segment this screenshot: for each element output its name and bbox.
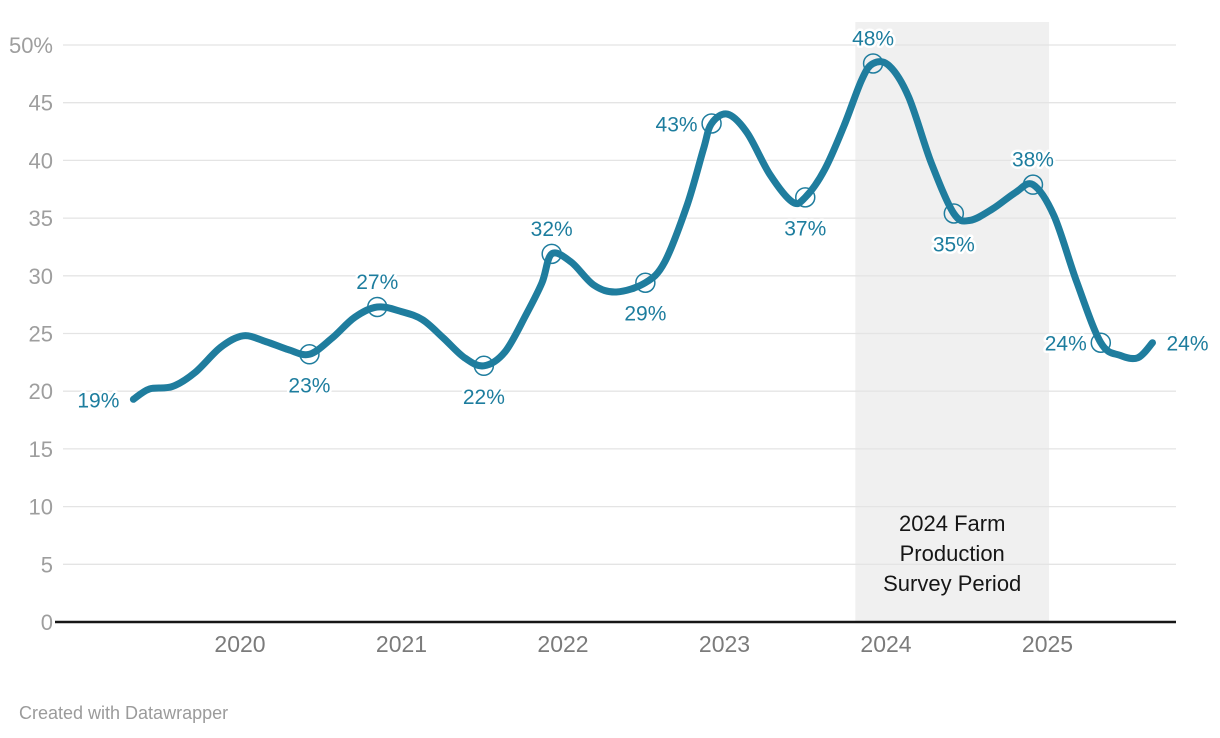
x-axis-tick-label: 2021 [376, 631, 427, 657]
y-axis-tick-label: 10 [29, 495, 53, 520]
data-point-marker [943, 203, 965, 224]
data-point-marker [795, 187, 816, 208]
data-point-label: 24% [1045, 333, 1087, 356]
y-axis-tick-label: 30 [29, 264, 53, 289]
data-point-label: 22% [463, 386, 505, 409]
y-axis-tick-label: 5 [41, 552, 53, 577]
band-annotation-line: Production [900, 541, 1005, 566]
x-axis-tick-label: 2023 [699, 631, 750, 657]
trend-line [129, 58, 1156, 403]
data-point-label: 23% [288, 374, 330, 397]
x-axis-tick-label: 2024 [860, 631, 911, 657]
credit-text: Created with Datawrapper [19, 703, 229, 723]
survey-period-band [855, 22, 1050, 621]
y-axis-tick-label: 25 [29, 322, 53, 347]
band-annotation-line: Survey Period [883, 571, 1021, 596]
y-axis-tick-label: 15 [29, 437, 53, 462]
x-axis-tick-label: 2020 [214, 631, 265, 657]
data-point-marker [367, 296, 388, 318]
data-point-marker [635, 272, 656, 293]
data-point-marker [701, 113, 722, 134]
data-point-label: 24% [1166, 333, 1208, 356]
data-point-marker [473, 355, 495, 377]
x-axis-tick-label: 2025 [1022, 631, 1073, 657]
y-axis-tick-label: 20 [29, 379, 53, 404]
data-point-label: 35% [933, 233, 975, 256]
y-axis-tick-label: 50% [9, 33, 53, 58]
data-point-label: 38% [1012, 149, 1054, 172]
y-axis-tick-label: 0 [41, 610, 53, 635]
data-point-label: 43% [656, 113, 698, 136]
data-point-marker [1090, 332, 1112, 353]
data-point-label: 37% [784, 217, 826, 240]
data-point-marker [862, 53, 884, 74]
y-axis-tick-label: 35 [29, 206, 53, 231]
data-point-label: 48% [852, 27, 894, 50]
data-point-marker [541, 243, 562, 265]
line-chart: 50% 45 40 35 30 25 20 15 10 5 0 2020 2021 2022 2023 202… [8, 22, 1209, 657]
data-point-marker [1022, 174, 1044, 195]
band-annotation-line: 2024 Farm [899, 511, 1005, 536]
x-axis-tick-label: 2022 [537, 631, 588, 657]
y-axis-tick-label: 40 [29, 148, 53, 173]
data-point-label: 19% [77, 389, 119, 412]
data-point-label: 27% [356, 271, 398, 294]
data-point-label: 32% [531, 218, 573, 241]
data-point-marker [299, 344, 320, 365]
data-point-label: 29% [624, 303, 666, 326]
y-axis-tick-label: 45 [29, 91, 53, 116]
